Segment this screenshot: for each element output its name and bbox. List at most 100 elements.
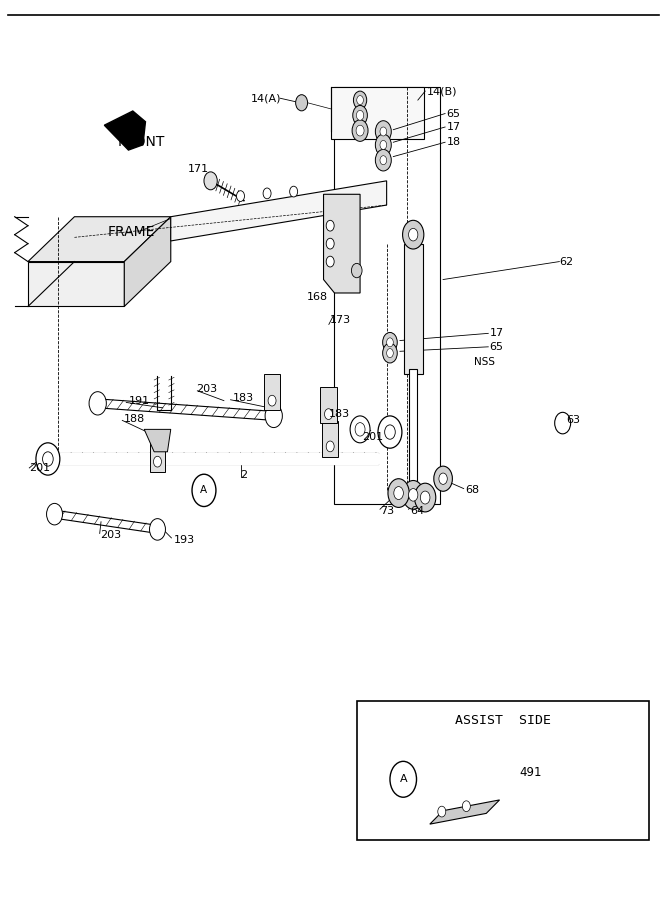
- Polygon shape: [334, 86, 440, 504]
- Circle shape: [409, 229, 418, 241]
- Bar: [263, 374, 280, 410]
- Circle shape: [420, 491, 430, 504]
- Circle shape: [383, 343, 398, 363]
- Circle shape: [555, 412, 571, 434]
- Text: 188: 188: [124, 414, 145, 424]
- Bar: [322, 421, 338, 457]
- Circle shape: [263, 188, 271, 199]
- Circle shape: [43, 452, 53, 466]
- Polygon shape: [104, 111, 145, 150]
- Text: 191: 191: [129, 396, 150, 406]
- Circle shape: [380, 140, 387, 149]
- Circle shape: [387, 338, 394, 346]
- Polygon shape: [28, 217, 171, 262]
- Circle shape: [352, 120, 368, 141]
- Polygon shape: [331, 86, 424, 139]
- Text: 14(B): 14(B): [426, 86, 457, 96]
- Circle shape: [350, 416, 370, 443]
- Text: 168: 168: [307, 292, 328, 302]
- Circle shape: [149, 518, 165, 540]
- Text: 65: 65: [446, 109, 460, 119]
- Circle shape: [403, 481, 424, 509]
- Polygon shape: [323, 194, 360, 293]
- Circle shape: [325, 409, 333, 419]
- Text: 64: 64: [410, 506, 424, 516]
- Text: 183: 183: [329, 410, 350, 419]
- Text: 491: 491: [520, 767, 542, 779]
- Circle shape: [376, 121, 392, 142]
- Circle shape: [439, 473, 448, 484]
- Circle shape: [326, 220, 334, 231]
- Circle shape: [295, 94, 307, 111]
- Bar: [404, 244, 422, 374]
- Text: 63: 63: [566, 416, 580, 426]
- Bar: [357, 701, 649, 841]
- Bar: [149, 440, 165, 472]
- Text: FRAME: FRAME: [107, 225, 155, 239]
- Polygon shape: [28, 262, 124, 306]
- Text: 73: 73: [380, 506, 394, 516]
- Polygon shape: [144, 429, 171, 452]
- Circle shape: [462, 801, 470, 812]
- Circle shape: [237, 191, 245, 202]
- Circle shape: [380, 156, 387, 165]
- Circle shape: [326, 441, 334, 452]
- Circle shape: [268, 395, 276, 406]
- Circle shape: [388, 479, 410, 508]
- Text: 173: 173: [330, 315, 352, 325]
- Text: 201: 201: [362, 431, 383, 442]
- Circle shape: [434, 466, 452, 491]
- Text: 203: 203: [196, 384, 217, 394]
- Text: 17: 17: [490, 328, 504, 338]
- Text: 68: 68: [465, 485, 479, 495]
- Circle shape: [376, 149, 392, 171]
- Circle shape: [376, 134, 392, 156]
- Circle shape: [387, 348, 394, 357]
- Circle shape: [204, 172, 217, 190]
- Circle shape: [380, 127, 387, 136]
- Polygon shape: [60, 453, 378, 464]
- Circle shape: [383, 332, 398, 352]
- Circle shape: [265, 404, 282, 428]
- Text: 193: 193: [174, 535, 195, 544]
- Circle shape: [355, 423, 365, 436]
- Circle shape: [289, 186, 297, 197]
- Circle shape: [354, 91, 367, 109]
- Circle shape: [36, 443, 60, 475]
- Text: 62: 62: [560, 256, 574, 266]
- Text: 2: 2: [241, 470, 247, 480]
- Circle shape: [352, 264, 362, 278]
- Circle shape: [353, 105, 368, 125]
- Text: ASSIST  SIDE: ASSIST SIDE: [455, 715, 551, 727]
- Polygon shape: [124, 217, 171, 306]
- Text: NSS: NSS: [474, 357, 496, 367]
- Circle shape: [403, 220, 424, 249]
- Circle shape: [192, 474, 216, 507]
- Text: 17: 17: [446, 122, 460, 132]
- Circle shape: [390, 761, 416, 797]
- Polygon shape: [171, 181, 387, 241]
- Text: A: A: [200, 485, 207, 495]
- Bar: [320, 387, 337, 423]
- Text: A: A: [400, 774, 407, 784]
- Text: 183: 183: [233, 393, 253, 403]
- Polygon shape: [430, 800, 500, 824]
- Circle shape: [385, 425, 396, 439]
- Circle shape: [394, 487, 404, 500]
- Text: 171: 171: [187, 164, 209, 175]
- Text: 203: 203: [99, 530, 121, 540]
- Circle shape: [47, 503, 63, 525]
- Text: 201: 201: [29, 463, 51, 473]
- Circle shape: [356, 125, 364, 136]
- Text: 65: 65: [490, 342, 504, 352]
- Circle shape: [378, 416, 402, 448]
- Circle shape: [326, 238, 334, 249]
- Text: 14(A): 14(A): [251, 94, 281, 104]
- Circle shape: [409, 489, 418, 501]
- Bar: [410, 369, 417, 491]
- Circle shape: [438, 806, 446, 817]
- Text: FRONT: FRONT: [117, 135, 165, 149]
- Circle shape: [89, 392, 106, 415]
- Circle shape: [326, 256, 334, 267]
- Circle shape: [356, 111, 364, 121]
